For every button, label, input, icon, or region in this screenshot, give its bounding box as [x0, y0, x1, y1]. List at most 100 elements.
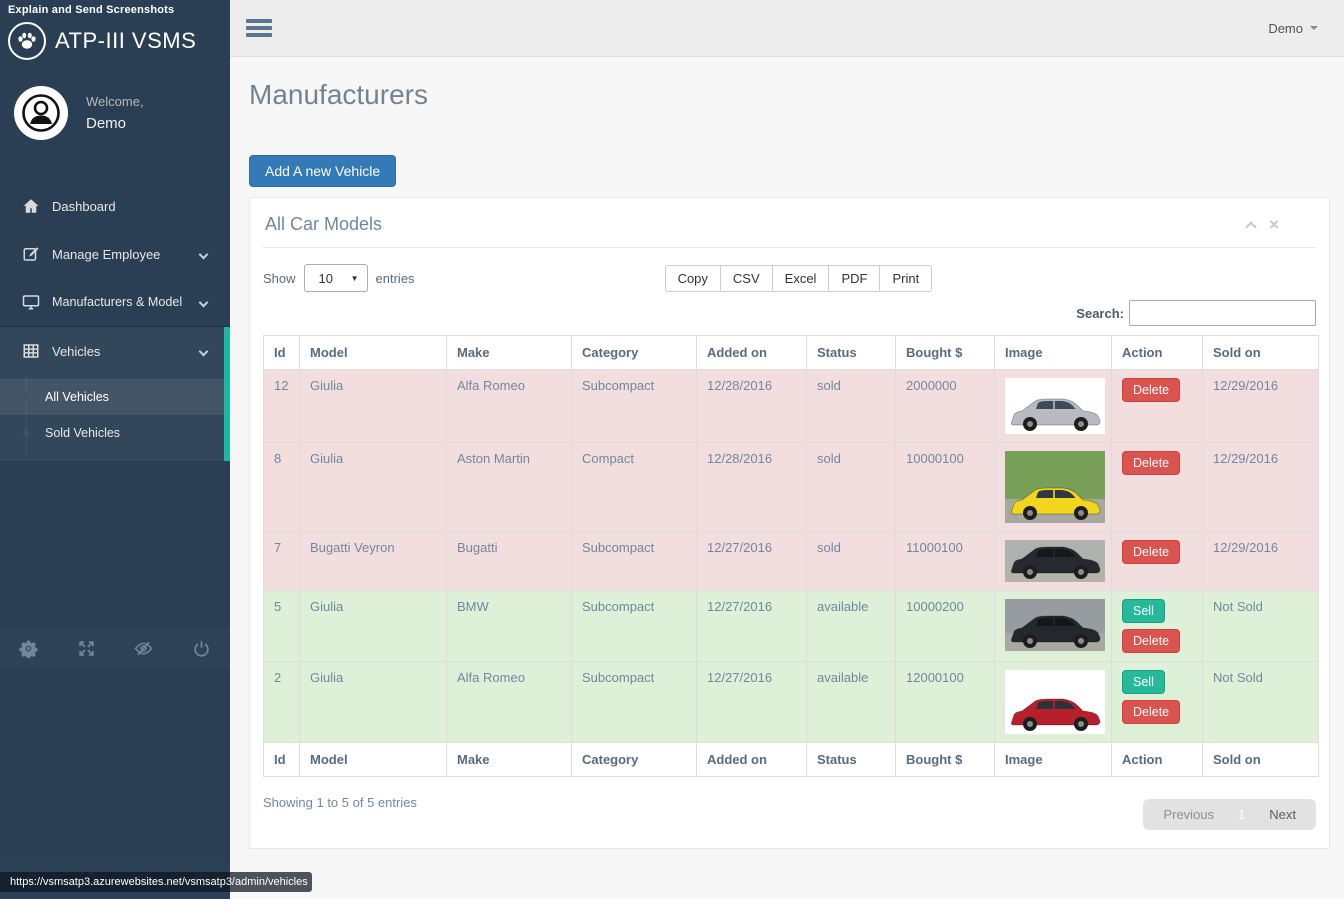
sold-on-cell: Not Sold — [1202, 590, 1319, 662]
column-header-action[interactable]: Action — [1111, 335, 1203, 370]
vehicles-submenu: All Vehicles Sold Vehicles — [0, 375, 230, 461]
delete-button[interactable]: Delete — [1122, 378, 1181, 402]
main-column: Demo Manufacturers Add A new Vehicle All… — [230, 0, 1344, 899]
fullscreen-icon[interactable] — [58, 628, 116, 668]
print-button[interactable]: Print — [880, 264, 933, 292]
select-caret-icon: ▼ — [350, 273, 359, 283]
silver-estate-car-photo — [1005, 378, 1105, 434]
excel-button[interactable]: Excel — [772, 264, 830, 292]
chevron-down-icon — [198, 249, 209, 259]
eye-slash-icon[interactable] — [115, 628, 173, 668]
page-content: Manufacturers Add A new Vehicle All Car … — [230, 57, 1344, 899]
sold-on-cell: 12/29/2016 — [1202, 531, 1319, 591]
sidebar-item-sold-vehicles[interactable]: Sold Vehicles — [0, 415, 230, 451]
table-cell: 2 — [263, 661, 300, 743]
image-cell — [994, 531, 1112, 591]
sell-button[interactable]: Sell — [1122, 670, 1165, 694]
sold-on-cell: 12/29/2016 — [1202, 442, 1319, 532]
table-cell: Giulia — [299, 661, 447, 743]
column-header-added-on[interactable]: Added on — [696, 742, 807, 777]
screenshot-extension-label: Explain and Send Screenshots — [8, 4, 175, 16]
column-header-make[interactable]: Make — [446, 742, 572, 777]
vehicle-row-12: 12 Giulia Alfa Romeo Subcompact 12/28/2016 so… — [263, 369, 1319, 443]
chevron-down-icon — [198, 297, 209, 307]
csv-button[interactable]: CSV — [720, 264, 773, 292]
browser-status-url: https://vsmsatp3.azurewebsites.net/vsmsa… — [0, 872, 312, 892]
table-cell: Subcompact — [571, 661, 697, 743]
image-cell — [994, 369, 1112, 443]
column-header-bought-[interactable]: Bought $ — [895, 742, 995, 777]
welcome-label: Welcome, — [86, 94, 144, 109]
table-info: Showing 1 to 5 of 5 entries — [263, 795, 417, 810]
column-header-category[interactable]: Category — [571, 742, 697, 777]
all-car-models-panel: All Car Models × Show 10 ▼ entries Copy — [249, 197, 1330, 849]
sell-button[interactable]: Sell — [1122, 599, 1165, 623]
next-page-button[interactable]: Next — [1269, 807, 1296, 822]
yellow-sports-car-photo — [1005, 451, 1105, 523]
sidebar-item-manage-employee[interactable]: Manage Employee — [0, 230, 230, 278]
user-dropdown[interactable]: Demo — [1268, 21, 1318, 36]
close-panel-icon[interactable]: × — [1269, 215, 1279, 234]
column-header-status[interactable]: Status — [806, 335, 896, 370]
pdf-button[interactable]: PDF — [829, 264, 881, 292]
add-vehicle-button[interactable]: Add A new Vehicle — [249, 155, 397, 187]
delete-button[interactable]: Delete — [1122, 451, 1181, 475]
table-cell: 12 — [263, 369, 300, 443]
table-cell: 11000100 — [895, 531, 995, 591]
sidebar-item-dashboard[interactable]: Dashboard — [0, 182, 230, 230]
table-cell: sold — [806, 442, 896, 532]
search-input[interactable] — [1129, 300, 1316, 326]
entries-label: entries — [375, 270, 415, 286]
table-cell: available — [806, 590, 896, 662]
previous-page-button[interactable]: Previous — [1163, 807, 1215, 822]
sidebar-item-all-vehicles[interactable]: All Vehicles — [0, 379, 230, 415]
table-cell: Giulia — [299, 442, 447, 532]
menu-toggle-icon[interactable] — [246, 16, 272, 40]
sold-on-cell: Not Sold — [1202, 661, 1319, 743]
app-brand[interactable]: ATP-III VSMS — [0, 0, 230, 70]
delete-button[interactable]: Delete — [1122, 629, 1181, 653]
column-header-model[interactable]: Model — [299, 742, 447, 777]
gear-icon[interactable] — [0, 628, 58, 668]
current-page-button[interactable]: 1 — [1238, 807, 1246, 822]
column-header-added-on[interactable]: Added on — [696, 335, 807, 370]
column-header-action[interactable]: Action — [1111, 742, 1203, 777]
export-button-group: Copy CSV Excel PDF Print — [664, 264, 933, 292]
vehicle-row-2: 2 Giulia Alfa Romeo Subcompact 12/27/2016 ava… — [263, 661, 1319, 743]
delete-button[interactable]: Delete — [1122, 700, 1181, 724]
table-cell: Subcompact — [571, 590, 697, 662]
collapse-panel-icon[interactable] — [1245, 220, 1257, 233]
page-length-select[interactable]: 10 ▼ — [303, 264, 368, 292]
action-cell: Delete — [1111, 442, 1203, 532]
sidebar-item-manufacturers-model[interactable]: Manufacturers & Model — [0, 278, 230, 326]
table-cell: 5 — [263, 590, 300, 662]
column-header-id[interactable]: Id — [263, 335, 300, 370]
show-label: Show — [263, 270, 296, 286]
column-header-category[interactable]: Category — [571, 335, 697, 370]
user-profile: Welcome, Demo — [0, 70, 230, 150]
column-header-image[interactable]: Image — [994, 335, 1112, 370]
table-cell: Giulia — [299, 590, 447, 662]
datatable-controls: Show 10 ▼ entries Copy CSV Excel PDF Pri… — [263, 264, 1316, 292]
sidebar-menu: Dashboard Manage Employee Manufacturers … — [0, 182, 230, 461]
column-header-bought-[interactable]: Bought $ — [895, 335, 995, 370]
copy-button[interactable]: Copy — [664, 264, 721, 292]
chevron-down-icon — [198, 346, 209, 356]
sidebar: Explain and Send Screenshots ATP-III VSM… — [0, 0, 312, 899]
column-header-id[interactable]: Id — [263, 742, 300, 777]
table-cell: Subcompact — [571, 369, 697, 443]
power-icon[interactable] — [173, 628, 231, 668]
table-cell: 2000000 — [895, 369, 995, 443]
column-header-image[interactable]: Image — [994, 742, 1112, 777]
sidebar-item-vehicles[interactable]: Vehicles — [0, 327, 230, 375]
column-header-make[interactable]: Make — [446, 335, 572, 370]
table-cell: 8 — [263, 442, 300, 532]
column-header-model[interactable]: Model — [299, 335, 447, 370]
black-sports-car-photo — [1005, 599, 1105, 651]
column-header-sold-on[interactable]: Sold on — [1202, 335, 1319, 370]
chevron-down-icon — [1310, 26, 1318, 30]
column-header-sold-on[interactable]: Sold on — [1202, 742, 1319, 777]
vehicle-row-7: 7 Bugatti Veyron Bugatti Subcompact 12/27/20… — [263, 531, 1319, 591]
column-header-status[interactable]: Status — [806, 742, 896, 777]
delete-button[interactable]: Delete — [1122, 540, 1181, 564]
